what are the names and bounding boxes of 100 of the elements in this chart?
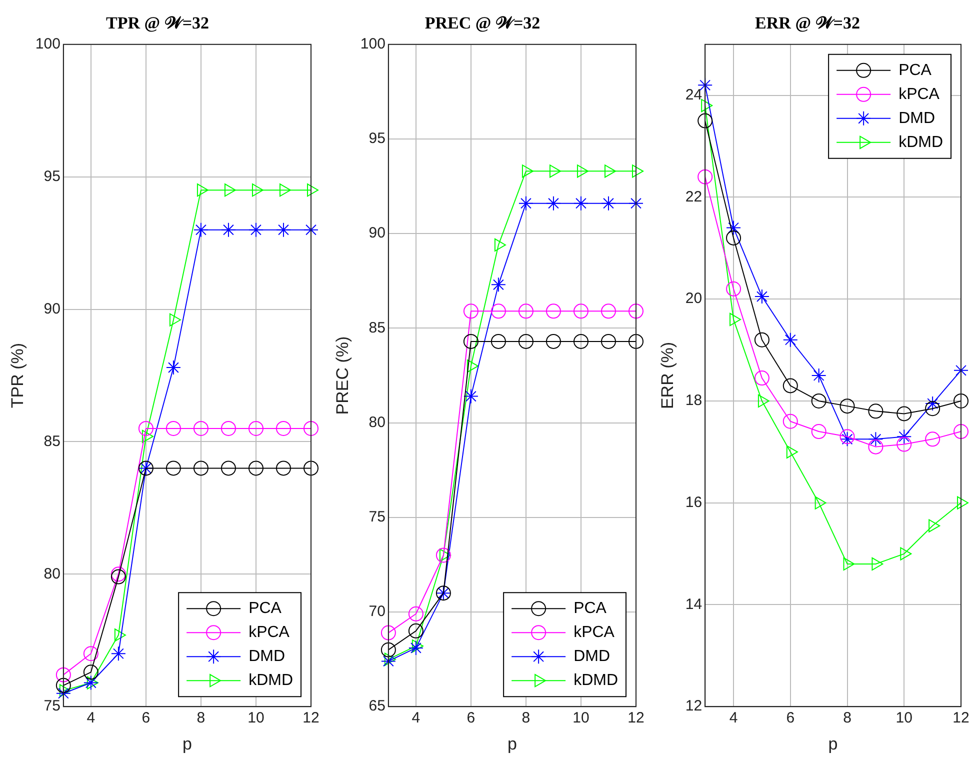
- legend-label: PCA: [898, 62, 932, 79]
- x-tick-label: 10: [896, 710, 912, 727]
- point: [782, 414, 798, 429]
- y-axis-title: ERR (%): [658, 342, 677, 410]
- point: [811, 393, 826, 408]
- legend-label: PCA: [574, 600, 607, 618]
- point: [698, 113, 713, 128]
- point: [248, 420, 264, 436]
- legend-label: kPCA: [574, 624, 615, 642]
- point: [925, 396, 940, 412]
- point: [193, 222, 208, 238]
- point: [600, 196, 616, 211]
- y-tick-label: 16: [685, 494, 702, 511]
- point: [110, 646, 126, 662]
- legend-label: DMD: [574, 648, 610, 666]
- y-tick-label: 65: [368, 698, 386, 715]
- x-tick-label: 12: [952, 710, 970, 727]
- point: [380, 642, 396, 658]
- point: [868, 432, 884, 447]
- point: [896, 436, 912, 452]
- point: [518, 196, 534, 211]
- point: [193, 420, 208, 436]
- y-tick-label: 85: [44, 432, 60, 450]
- x-axis-title: p: [507, 734, 517, 754]
- point: [193, 460, 208, 476]
- y-tick-label: 22: [685, 188, 702, 206]
- y-tick-label: 100: [360, 36, 386, 53]
- point: [276, 420, 291, 436]
- point: [276, 222, 291, 238]
- point: [83, 675, 98, 690]
- y-tick-label: 75: [44, 698, 60, 715]
- point: [436, 548, 451, 563]
- point: [138, 420, 154, 436]
- legend-label: PCA: [248, 600, 282, 618]
- point: [726, 220, 742, 236]
- point: [408, 640, 424, 656]
- chart-title: ERR @ 𝒲=32: [755, 14, 860, 33]
- point: [490, 277, 506, 292]
- legend-label: kDMD: [898, 134, 943, 151]
- point: [573, 304, 588, 319]
- legend-label: kDMD: [248, 672, 293, 690]
- y-tick-label: 20: [685, 290, 702, 308]
- point: [546, 196, 561, 211]
- point: [628, 304, 644, 319]
- point: [248, 460, 264, 476]
- y-tick-label: 95: [44, 168, 60, 185]
- point: [304, 460, 318, 476]
- x-tick-label: 12: [302, 710, 320, 727]
- point: [490, 304, 506, 319]
- point: [408, 606, 424, 622]
- point: [782, 378, 798, 394]
- x-axis-title: p: [828, 734, 838, 754]
- point: [925, 401, 940, 416]
- point: [754, 289, 770, 304]
- point: [754, 370, 770, 386]
- point: [220, 420, 236, 436]
- legend-label: kPCA: [898, 86, 940, 103]
- x-tick-label: 8: [196, 710, 206, 727]
- x-tick-label: 6: [786, 710, 795, 727]
- point: [546, 334, 561, 349]
- point: [83, 646, 98, 662]
- point: [166, 460, 181, 476]
- y-tick-label: 75: [368, 508, 386, 526]
- point: [573, 196, 588, 211]
- point: [220, 222, 236, 238]
- legend-label: DMD: [898, 110, 935, 127]
- point: [220, 460, 236, 476]
- y-tick-label: 100: [35, 36, 60, 53]
- point: [925, 432, 940, 447]
- legend-label: DMD: [248, 648, 285, 666]
- point: [600, 304, 616, 319]
- point: [83, 664, 98, 680]
- point: [248, 222, 264, 238]
- point: [896, 429, 912, 444]
- point: [573, 334, 588, 349]
- y-tick-label: 90: [368, 224, 386, 242]
- point: [463, 388, 478, 404]
- y-tick-label: 12: [685, 698, 702, 715]
- point: [754, 332, 770, 348]
- y-tick-label: 80: [44, 565, 60, 582]
- y-tick-label: 24: [685, 86, 702, 104]
- point: [726, 230, 742, 246]
- point: [546, 304, 561, 319]
- point: [166, 420, 181, 436]
- point: [166, 360, 181, 376]
- point: [896, 406, 912, 422]
- point: [56, 667, 71, 682]
- x-tick-label: 6: [466, 710, 476, 727]
- point: [518, 334, 534, 349]
- y-axis-title: PREC (%): [332, 336, 352, 415]
- y-tick-label: 90: [44, 300, 60, 318]
- point: [954, 393, 968, 408]
- point: [56, 678, 71, 693]
- chart-title: PREC @ 𝒲=32: [424, 14, 540, 33]
- point: [868, 439, 884, 454]
- point: [408, 623, 424, 638]
- point: [758, 394, 770, 408]
- y-tick-label: 95: [368, 130, 386, 148]
- point: [463, 304, 478, 319]
- point: [840, 398, 855, 414]
